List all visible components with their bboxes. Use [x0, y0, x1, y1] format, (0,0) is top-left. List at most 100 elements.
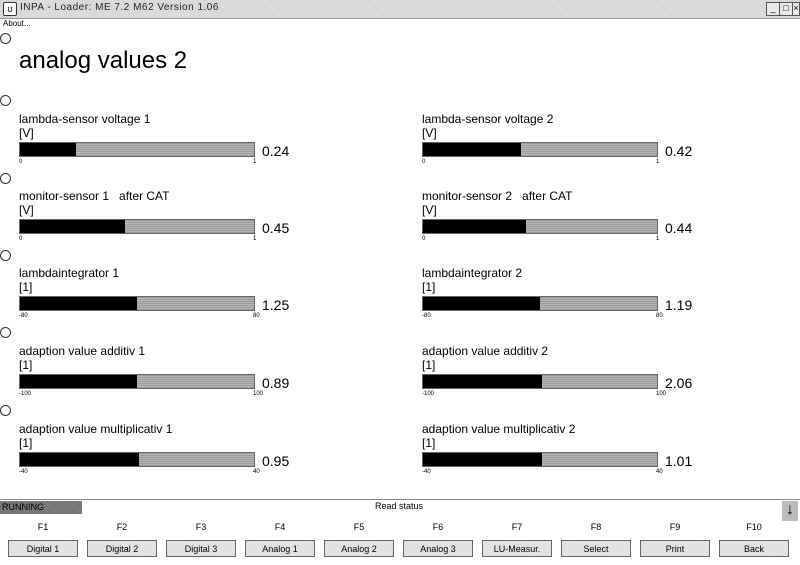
window-title: INPA - Loader: ME 7.2 M62 Version 1.06: [20, 2, 219, 13]
fkey-button[interactable]: Analog 2: [324, 540, 394, 557]
gauge-label: adaption value additiv 1: [19, 344, 155, 358]
gauge: adaption value multiplicativ 2 [1] 1.01 -40…: [422, 422, 692, 502]
gauge-label: adaption value multiplicativ 2: [422, 422, 585, 436]
menu-about[interactable]: About...: [3, 19, 31, 28]
gauge-unit: [V]: [422, 203, 437, 217]
gauge-bar: [19, 219, 255, 234]
radio-row-1[interactable]: [0, 95, 11, 106]
fkey-label: F8: [590, 522, 602, 532]
radio-row-5[interactable]: [0, 405, 11, 416]
gauge-bar: [19, 374, 255, 389]
fkey-label: F1: [37, 522, 49, 532]
gauge-bar-fill: [20, 143, 76, 156]
gauge-max: 1: [253, 236, 257, 242]
gauge-bar-fill: [423, 220, 526, 233]
status-message: Read status: [375, 501, 424, 511]
fkey-button[interactable]: Digital 2: [87, 540, 157, 557]
fkey-button[interactable]: Select: [561, 540, 631, 557]
gauge-name: lambdaintegrator 1: [19, 266, 120, 280]
gauge-unit: [1]: [422, 358, 436, 372]
gauge-name: adaption value additiv 2: [422, 344, 549, 358]
fkey-button[interactable]: Print: [640, 540, 710, 557]
gauge-unit: [1]: [19, 280, 33, 294]
gauge-bar-fill: [20, 297, 137, 310]
gauge: lambda-sensor voltage 1 [V] 0.24 0 1: [19, 112, 289, 192]
app-icon[interactable]: ʊ: [3, 2, 17, 16]
fkey-button[interactable]: Digital 3: [166, 540, 236, 557]
gauge-value: 0.42: [665, 143, 693, 159]
gauge-bar: [422, 219, 658, 234]
radio-row-2[interactable]: [0, 173, 11, 184]
gauge-min: -100: [19, 391, 32, 397]
gauge-label: adaption value additiv 2: [422, 344, 558, 358]
gauge-label: lambdaintegrator 1: [19, 266, 129, 280]
gauge-label: lambdaintegrator 2: [422, 266, 532, 280]
close-button[interactable]: ×: [792, 2, 800, 16]
gauge-unit: [V]: [422, 126, 437, 140]
gauge-min: 0: [19, 159, 23, 165]
gauge-value: 0.95: [262, 453, 290, 469]
fkey-label: F5: [353, 522, 365, 532]
gauge-value: 0.44: [665, 220, 693, 236]
gauge-name: lambda-sensor voltage 2: [422, 112, 554, 126]
gauge-value: 1.01: [665, 453, 693, 469]
gauge-bar-fill: [423, 143, 521, 156]
gauge-value: 1.25: [262, 297, 290, 313]
gauge-name: monitor-sensor 1: [19, 189, 110, 203]
fkey-label: F9: [669, 522, 681, 532]
gauge-bar-fill: [20, 220, 125, 233]
gauge-name: adaption value additiv 1: [19, 344, 146, 358]
gauge-max: 100: [253, 391, 264, 397]
gauge-max: 40: [253, 469, 260, 475]
gauge-value: 0.45: [262, 220, 290, 236]
gauge-unit: [V]: [19, 126, 34, 140]
gauge-unit: [1]: [19, 358, 33, 372]
gauge-bar-fill: [20, 453, 139, 466]
fkey-button[interactable]: Digital 1: [8, 540, 78, 557]
gauge-name: adaption value multiplicativ 1: [19, 422, 173, 436]
gauge-min: 0: [19, 236, 23, 242]
gauge-value: 2.06: [665, 375, 693, 391]
fkey-button[interactable]: Analog 3: [403, 540, 473, 557]
gauge-bar-fill: [423, 375, 542, 388]
maximize-button[interactable]: □: [779, 2, 793, 16]
gauge-bar: [19, 452, 255, 467]
gauge-max: 1: [656, 159, 660, 165]
gauge-label: adaption value multiplicativ 1: [19, 422, 182, 436]
gauge: adaption value multiplicativ 1 [1] 0.95 -40…: [19, 422, 289, 502]
fkey-label: F6: [432, 522, 444, 532]
gauge-max: 1: [656, 236, 660, 242]
gauge-bar: [422, 374, 658, 389]
menu-bar: About...: [0, 19, 800, 31]
gauge-min: 0: [422, 236, 426, 242]
gauge: lambdaintegrator 2 [1] 1.19 -80 80: [422, 266, 692, 346]
gauge-name: adaption value multiplicativ 2: [422, 422, 576, 436]
gauge-bar: [422, 296, 658, 311]
gauge-unit: [1]: [422, 280, 436, 294]
gauge-bar: [19, 296, 255, 311]
running-indicator: RUNNING: [0, 501, 82, 514]
gauge-bar-fill: [20, 375, 137, 388]
fkey-button[interactable]: LU-Measur.: [482, 540, 552, 557]
gauge-name: lambda-sensor voltage 1: [19, 112, 151, 126]
fkey-label: F4: [274, 522, 286, 532]
gauge-bar-fill: [423, 297, 540, 310]
down-arrow-icon[interactable]: ↓: [782, 501, 798, 521]
gauge-name-suffix: after CAT: [522, 189, 573, 203]
radio-row-3[interactable]: [0, 250, 11, 261]
gauge-min: -40: [19, 469, 28, 475]
fkey-button[interactable]: Back: [719, 540, 789, 557]
fkey-button[interactable]: Analog 1: [245, 540, 315, 557]
gauge-bar: [19, 142, 255, 157]
radio-row-4[interactable]: [0, 327, 11, 338]
gauge-min: -80: [19, 313, 28, 319]
radio-row-0[interactable]: [0, 33, 11, 44]
minimize-button[interactable]: _: [766, 2, 780, 16]
gauge-label: lambda-sensor voltage 1: [19, 112, 160, 126]
gauge-max: 80: [253, 313, 260, 319]
gauge-value: 1.19: [665, 297, 693, 313]
gauge-min: -80: [422, 313, 431, 319]
gauge-unit: [1]: [422, 436, 436, 450]
gauge-value: 0.89: [262, 375, 290, 391]
gauge-unit: [V]: [19, 203, 34, 217]
